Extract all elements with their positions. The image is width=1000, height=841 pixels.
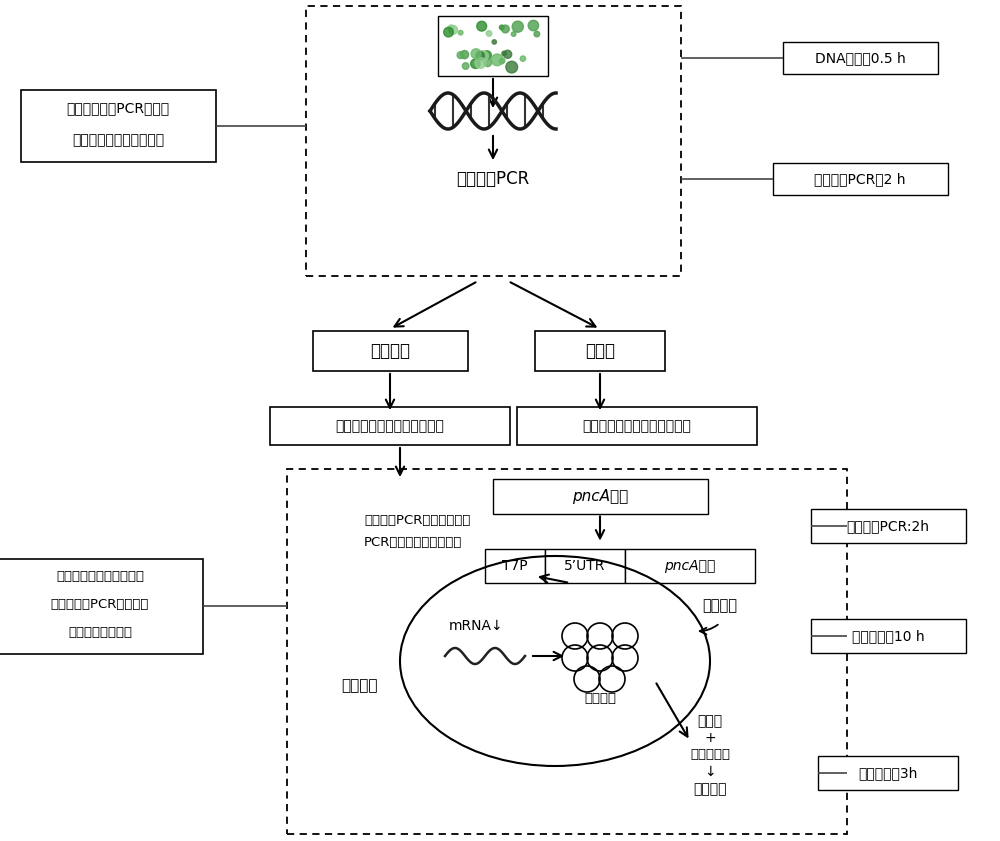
Text: 通过体外表达系统辅助确: 通过体外表达系统辅助确	[56, 569, 144, 583]
Circle shape	[512, 21, 523, 32]
Text: mRNA↓: mRNA↓	[449, 619, 503, 633]
FancyBboxPatch shape	[810, 509, 966, 543]
Circle shape	[506, 61, 518, 73]
Text: 临床样本中不含结核分枝杆菌: 临床样本中不含结核分枝杆菌	[583, 419, 691, 433]
Circle shape	[462, 63, 469, 69]
Text: pncA基因: pncA基因	[664, 559, 716, 573]
Circle shape	[511, 32, 516, 36]
Text: 荧光定量PCR: 荧光定量PCR	[456, 170, 530, 188]
Text: 酶活测定：3h: 酶活测定：3h	[858, 766, 918, 780]
Text: 红色物质: 红色物质	[693, 782, 727, 796]
Text: 无扩增: 无扩增	[585, 342, 615, 360]
FancyBboxPatch shape	[545, 549, 625, 583]
Text: T7P: T7P	[502, 559, 528, 573]
FancyBboxPatch shape	[287, 468, 847, 833]
Text: 通过荧光定量PCR检测临: 通过荧光定量PCR检测临	[66, 101, 170, 115]
FancyBboxPatch shape	[535, 331, 665, 371]
Circle shape	[492, 40, 496, 44]
Circle shape	[477, 21, 487, 31]
FancyBboxPatch shape	[306, 6, 680, 276]
Text: 体外表达：10 h: 体外表达：10 h	[852, 629, 924, 643]
FancyBboxPatch shape	[517, 407, 757, 445]
Text: 吡嗪酸: 吡嗪酸	[697, 714, 723, 728]
Circle shape	[449, 25, 458, 34]
FancyBboxPatch shape	[782, 42, 938, 74]
Circle shape	[478, 50, 488, 61]
Text: 荧光定量PCR：2 h: 荧光定量PCR：2 h	[814, 172, 906, 186]
Text: 体外表达PCR扩增荧光定量: 体外表达PCR扩增荧光定量	[364, 515, 470, 527]
Text: 测吡嗪酰胺耐药性: 测吡嗪酰胺耐药性	[68, 626, 132, 638]
Text: 5’UTR: 5’UTR	[564, 559, 606, 573]
FancyBboxPatch shape	[312, 331, 468, 371]
Text: DNA提取：0.5 h: DNA提取：0.5 h	[815, 51, 905, 65]
Text: 体外表达: 体外表达	[342, 679, 378, 694]
Circle shape	[458, 30, 463, 35]
Circle shape	[499, 25, 504, 29]
FancyBboxPatch shape	[0, 558, 202, 653]
Circle shape	[448, 25, 454, 31]
Circle shape	[475, 57, 486, 68]
Circle shape	[482, 50, 491, 60]
Circle shape	[444, 27, 453, 37]
FancyBboxPatch shape	[818, 756, 958, 790]
Circle shape	[460, 50, 469, 59]
Circle shape	[471, 59, 480, 68]
Circle shape	[471, 49, 481, 59]
Circle shape	[476, 51, 484, 60]
FancyBboxPatch shape	[810, 619, 966, 653]
FancyBboxPatch shape	[270, 407, 510, 445]
Circle shape	[491, 54, 503, 66]
Text: pncA基因: pncA基因	[572, 489, 628, 504]
Circle shape	[520, 56, 526, 61]
Text: 体外表达PCR:2h: 体外表达PCR:2h	[846, 519, 930, 533]
Text: +: +	[704, 731, 716, 745]
Circle shape	[500, 58, 505, 63]
Circle shape	[528, 20, 539, 31]
Text: 阳性扩增: 阳性扩增	[370, 342, 410, 360]
Circle shape	[502, 51, 506, 56]
Circle shape	[501, 25, 509, 33]
FancyBboxPatch shape	[625, 549, 755, 583]
Circle shape	[457, 51, 464, 59]
Circle shape	[504, 50, 512, 58]
FancyBboxPatch shape	[438, 16, 548, 76]
Text: 吡嗪酰胺: 吡嗪酰胺	[702, 599, 738, 613]
Text: 硫酸亚铁铵: 硫酸亚铁铵	[690, 748, 730, 761]
Circle shape	[486, 30, 492, 36]
Circle shape	[499, 59, 505, 64]
Text: 认荧光定量PCR结果并检: 认荧光定量PCR结果并检	[51, 597, 149, 611]
FancyBboxPatch shape	[485, 549, 545, 583]
Text: ↓: ↓	[704, 765, 716, 779]
Circle shape	[484, 59, 492, 66]
Text: 临床样本中含有结核分枝杆菌: 临床样本中含有结核分枝杆菌	[336, 419, 444, 433]
Text: 床样本中的结核分枝杆菌: 床样本中的结核分枝杆菌	[72, 133, 164, 147]
Circle shape	[534, 31, 540, 37]
FancyBboxPatch shape	[492, 479, 708, 514]
FancyBboxPatch shape	[20, 90, 216, 162]
FancyBboxPatch shape	[772, 163, 948, 195]
Text: 吡嗪酸酶: 吡嗪酸酶	[584, 692, 616, 706]
Text: PCR产物并沉淀回收核酸: PCR产物并沉淀回收核酸	[364, 537, 462, 549]
